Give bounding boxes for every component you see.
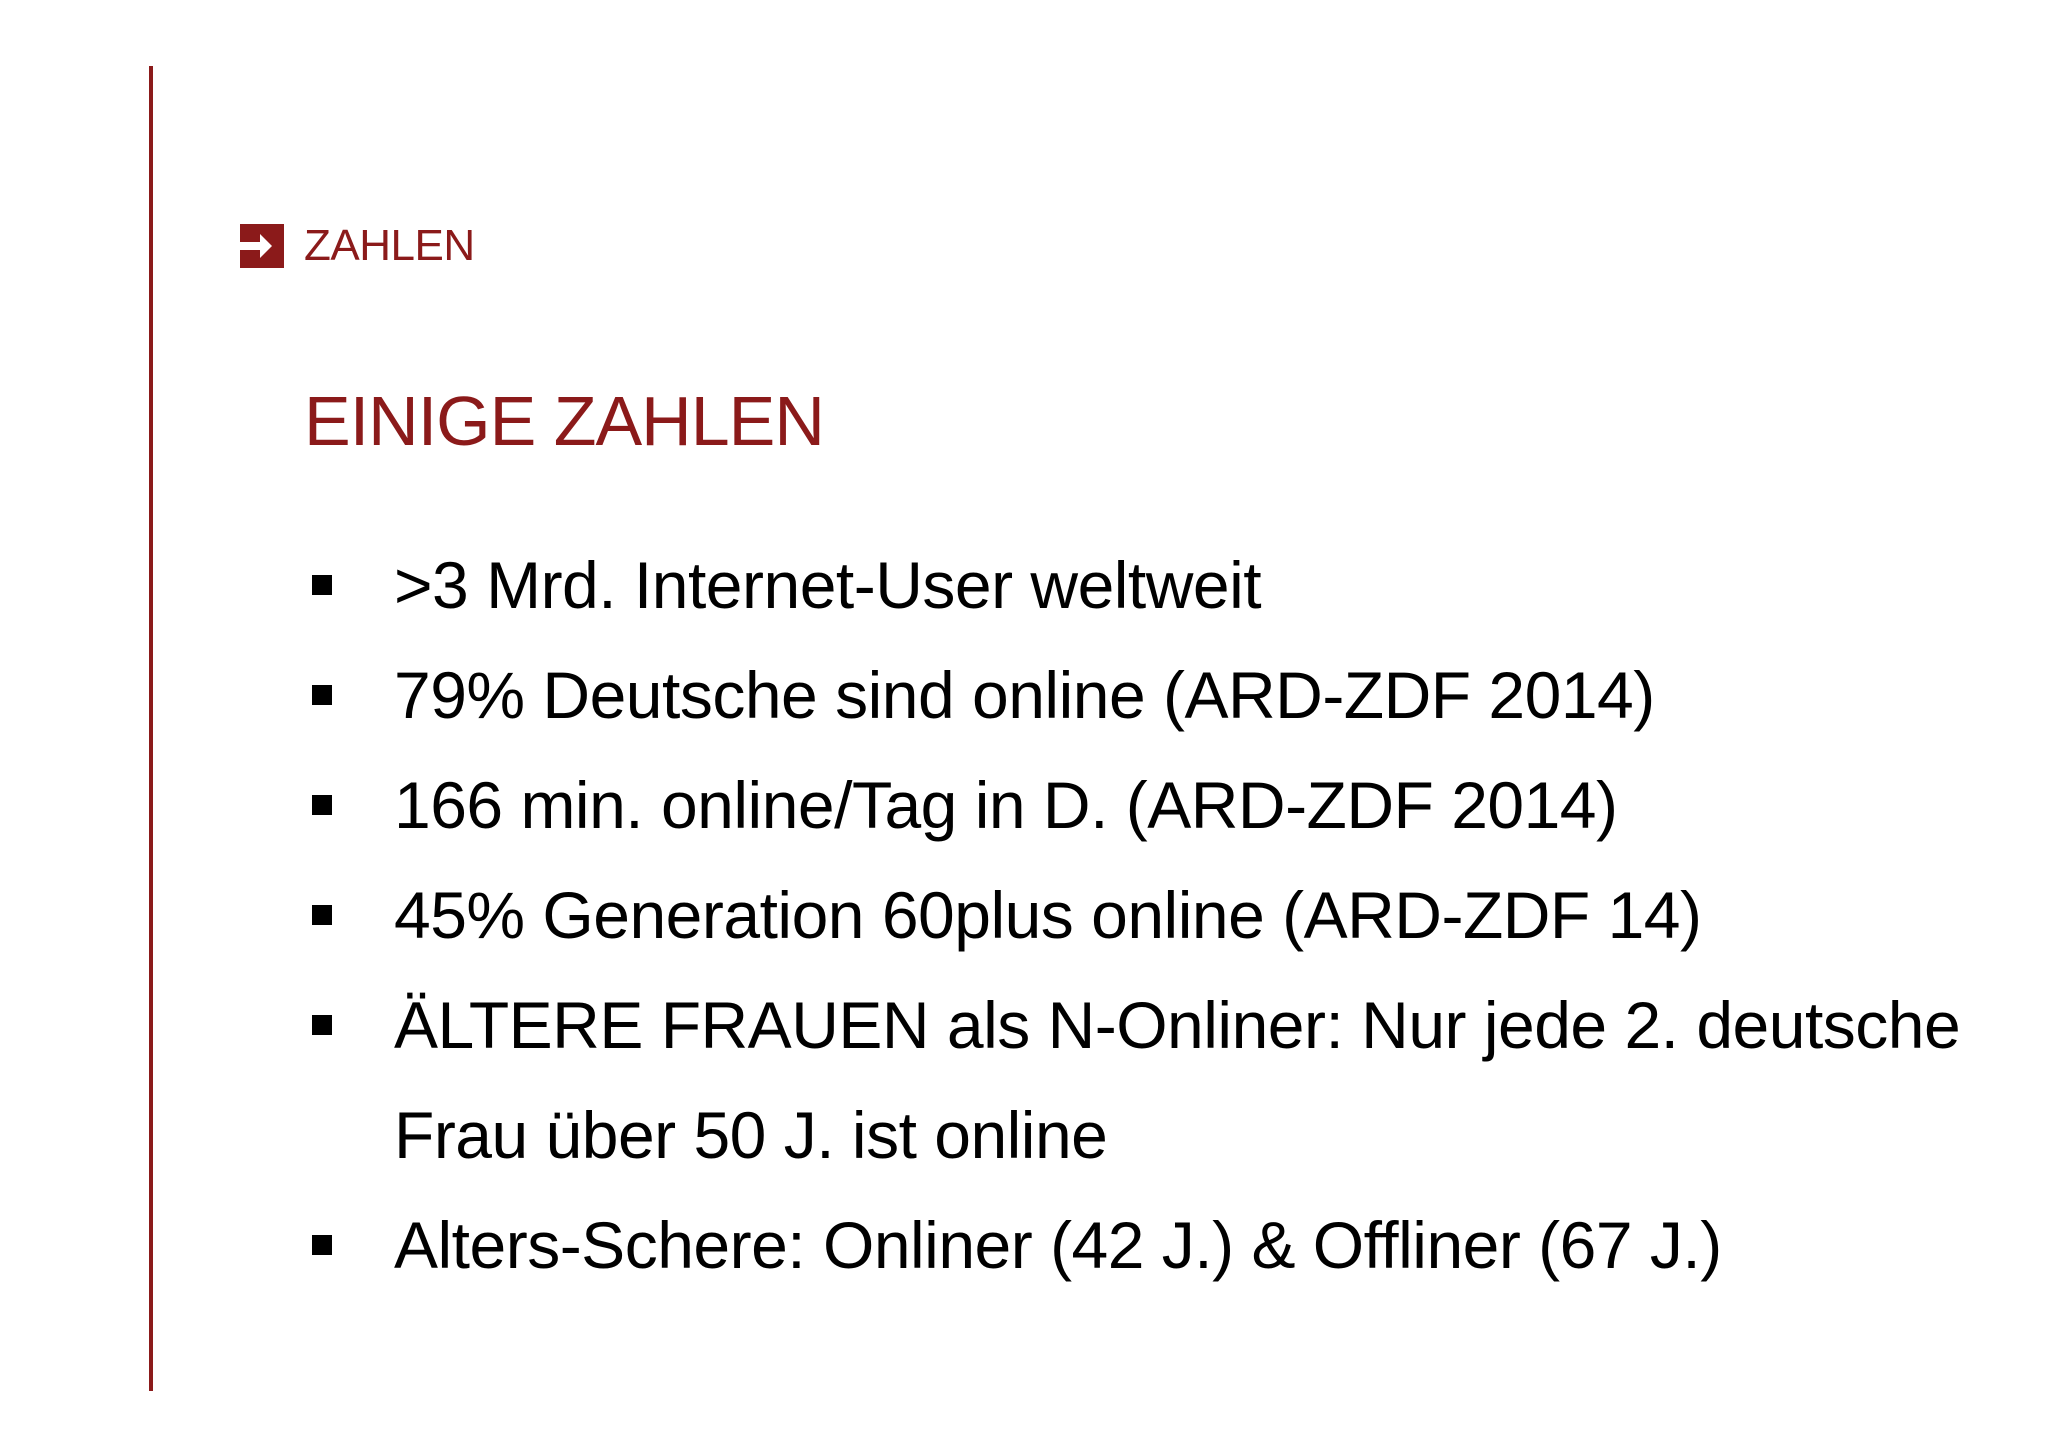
bullet-item: 79% Deutsche sind online (ARD-ZDF 2014) — [300, 640, 1980, 750]
vertical-accent-rule — [149, 66, 153, 1391]
bullet-text: 79% Deutsche sind online (ARD-ZDF 2014) — [394, 658, 1655, 732]
bullet-item: >3 Mrd. Internet-User weltweit — [300, 530, 1980, 640]
bullet-list: >3 Mrd. Internet-User weltweit 79% Deuts… — [300, 530, 1980, 1300]
square-bullet-icon — [312, 905, 332, 925]
arrow-right-box-icon — [240, 224, 284, 268]
bullet-item: 45% Generation 60plus online (ARD-ZDF 14… — [300, 860, 1980, 970]
square-bullet-icon — [312, 1235, 332, 1255]
bullet-text: Alters-Schere: Onliner (42 J.) & Offline… — [394, 1208, 1722, 1282]
bullet-text: ÄLTERE FRAUEN als N-Onliner: Nur jede 2.… — [394, 988, 1961, 1172]
bullet-text: >3 Mrd. Internet-User weltweit — [394, 548, 1262, 622]
bullet-item: 166 min. online/Tag in D. (ARD-ZDF 2014) — [300, 750, 1980, 860]
square-bullet-icon — [312, 795, 332, 815]
square-bullet-icon — [312, 1015, 332, 1035]
section-header: ZAHLEN — [240, 220, 475, 272]
square-bullet-icon — [312, 685, 332, 705]
bullet-text: 45% Generation 60plus online (ARD-ZDF 14… — [394, 878, 1702, 952]
slide-title: EINIGE ZAHLEN — [304, 382, 825, 460]
bullet-item: Alters-Schere: Onliner (42 J.) & Offline… — [300, 1190, 1980, 1300]
bullet-text: 166 min. online/Tag in D. (ARD-ZDF 2014) — [394, 768, 1618, 842]
square-bullet-icon — [312, 575, 332, 595]
bullet-item: ÄLTERE FRAUEN als N-Onliner: Nur jede 2.… — [300, 970, 1980, 1190]
section-label: ZAHLEN — [304, 221, 475, 270]
